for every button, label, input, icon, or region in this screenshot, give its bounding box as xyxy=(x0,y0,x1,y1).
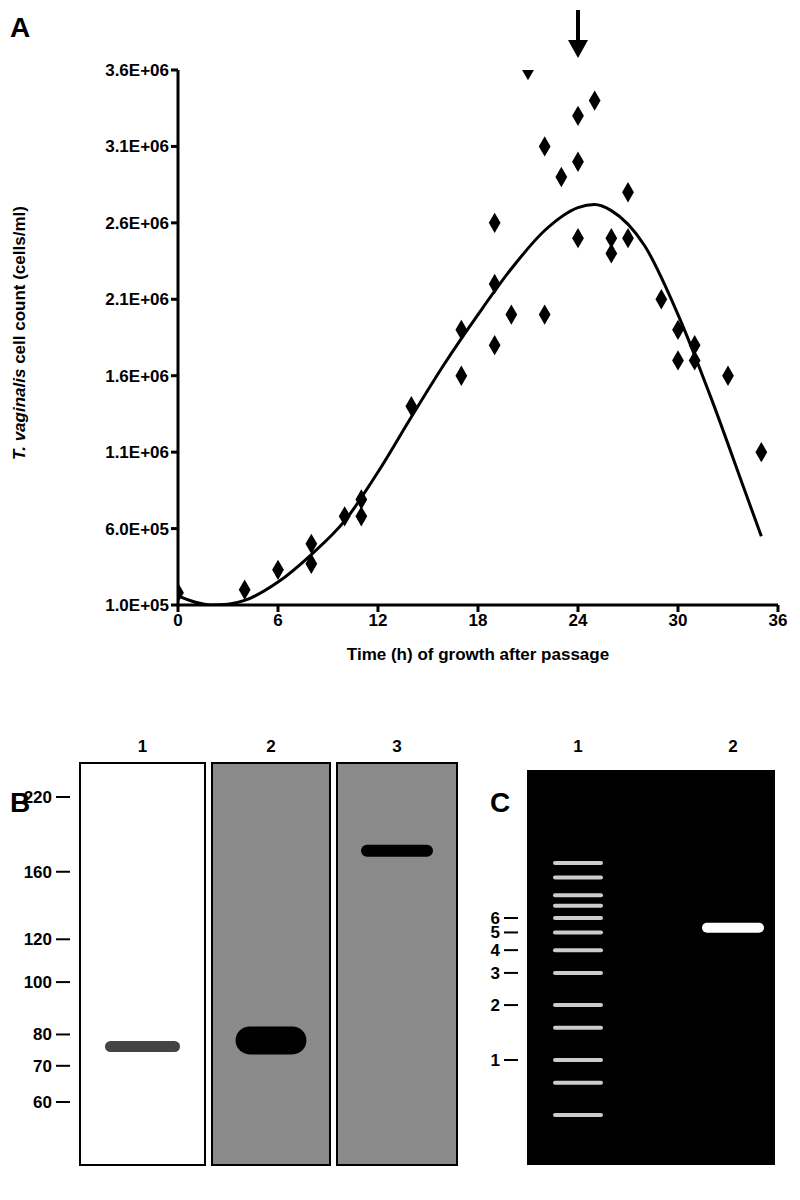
svg-text:1.6E+06: 1.6E+06 xyxy=(105,367,169,386)
svg-text:5: 5 xyxy=(491,923,500,942)
html-text:cell count (cells/ml): cell count (cells/ml) xyxy=(10,206,29,364)
html-text:T. vaginalis: T. vaginalis xyxy=(10,368,29,460)
svg-text:1: 1 xyxy=(491,1051,500,1070)
svg-text:2.1E+06: 2.1E+06 xyxy=(105,290,169,309)
svg-text:60: 60 xyxy=(33,1093,52,1112)
svg-text:1: 1 xyxy=(573,737,582,756)
svg-text:100: 100 xyxy=(24,973,52,992)
svg-text:12: 12 xyxy=(369,611,388,630)
svg-text:3: 3 xyxy=(392,737,401,756)
svg-text:6: 6 xyxy=(273,611,282,630)
svg-text:3.6E+06: 3.6E+06 xyxy=(105,61,169,80)
svg-text:24: 24 xyxy=(569,611,588,630)
svg-text:18: 18 xyxy=(469,611,488,630)
svg-text:2: 2 xyxy=(266,737,275,756)
svg-text:4: 4 xyxy=(491,941,501,960)
svg-text:2.6E+06: 2.6E+06 xyxy=(105,214,169,233)
svg-text:0: 0 xyxy=(173,611,182,630)
svg-text:30: 30 xyxy=(669,611,688,630)
svg-text:2: 2 xyxy=(728,737,737,756)
svg-text:1.0E+05: 1.0E+05 xyxy=(105,596,169,615)
svg-text:70: 70 xyxy=(33,1057,52,1076)
svg-text:120: 120 xyxy=(24,930,52,949)
svg-text:3.1E+06: 3.1E+06 xyxy=(105,137,169,156)
svg-text:B: B xyxy=(10,787,31,818)
svg-text:2: 2 xyxy=(491,996,500,1015)
html-text:A: A xyxy=(10,12,31,43)
svg-text:C: C xyxy=(490,787,510,818)
svg-text:1.1E+06: 1.1E+06 xyxy=(105,443,169,462)
svg-text:80: 80 xyxy=(33,1025,52,1044)
svg-text:220: 220 xyxy=(24,788,52,807)
svg-text:160: 160 xyxy=(24,863,52,882)
svg-text:1: 1 xyxy=(138,737,147,756)
svg-text:6.0E+05: 6.0E+05 xyxy=(105,520,169,539)
svg-text:3: 3 xyxy=(491,964,500,983)
svg-text:6: 6 xyxy=(490,909,500,928)
svg-text:36: 36 xyxy=(769,611,788,630)
svg-text:Time (h) of growth after passa: Time (h) of growth after passage xyxy=(347,645,609,664)
